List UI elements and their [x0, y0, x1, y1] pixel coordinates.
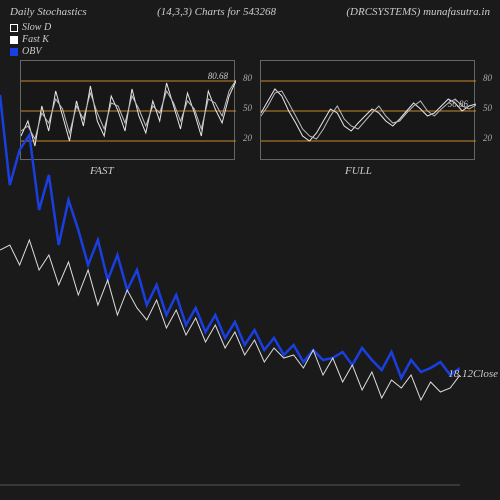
- fast-last-value: 80.68: [208, 71, 228, 81]
- close-text: Close: [473, 368, 498, 380]
- legend-swatch-slowd: [10, 24, 18, 32]
- legend-label-obv: OBV: [22, 46, 41, 57]
- title-mid: (14,3,3) Charts for 543268: [157, 6, 276, 18]
- close-value: 18.12: [448, 368, 473, 380]
- fast-tick-80: 80: [243, 73, 252, 83]
- legend-label-fastk: Fast K: [22, 34, 49, 45]
- legend-label-slowd: Slow D: [22, 22, 51, 33]
- main-chart: [0, 90, 460, 490]
- title-left: Daily Stochastics: [10, 6, 87, 18]
- legend-swatch-fastk: [10, 36, 18, 44]
- legend: Slow D Fast K OBV: [10, 22, 51, 58]
- full-tick-50: 50: [483, 103, 492, 113]
- close-label: 18.12Close: [448, 368, 498, 380]
- full-tick-80: 80: [483, 73, 492, 83]
- chart-header: Daily Stochastics (14,3,3) Charts for 54…: [10, 6, 490, 18]
- full-tick-20: 20: [483, 133, 492, 143]
- main-chart-svg: [0, 90, 460, 490]
- legend-swatch-obv: [10, 48, 18, 56]
- title-right: (DRCSYSTEMS) munafasutra.in: [346, 6, 490, 18]
